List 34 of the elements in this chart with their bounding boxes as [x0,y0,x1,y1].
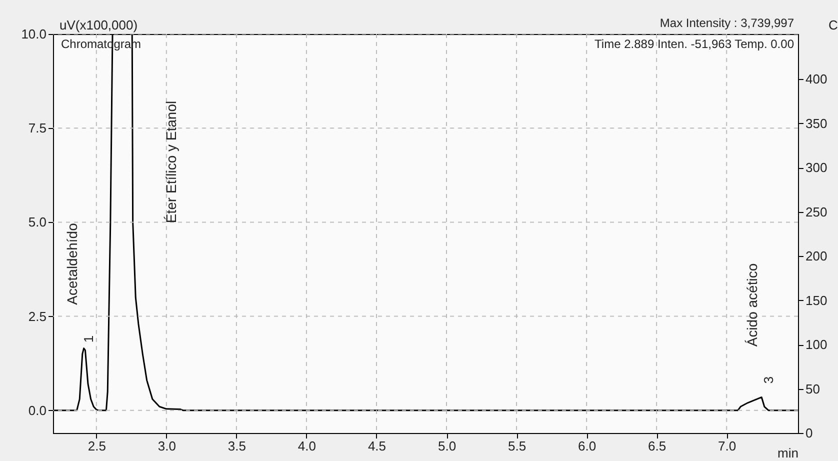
y-tick-label: 5.0 [28,214,46,230]
x-tick-label: 4.5 [368,438,386,454]
x-tick-label: 4.0 [298,438,316,454]
annotation: Time 2.889 Inten. -51,963 Temp. 0.00 [594,37,794,51]
y-axis-title: uV(x100,000) [60,18,138,32]
annotation: Éter Etílico y Etanol [163,100,179,224]
annotation: 3 [761,376,776,384]
y2-tick-label: 250 [806,204,828,220]
y2-tick-label: 50 [806,381,820,396]
x-tick-label: 7.0 [718,438,736,454]
annotation: 1 [81,335,96,343]
y2-axis-title: C [828,18,838,32]
y-tick-label: 10.0 [21,26,46,42]
x-tick-label: 3.5 [228,438,246,454]
y-tick-label: 0.0 [28,402,46,418]
y2-tick-label: 400 [806,72,828,87]
y2-tick-label: 150 [806,292,828,308]
x-tick-label: 5.0 [438,438,456,454]
annotation: Acetaldehído [64,222,80,305]
y2-tick-label: 200 [806,248,828,264]
annotation: Ácido acético [744,263,760,347]
text: Max Intensity : 3,739,997 [660,16,794,30]
x-tick-label: 3.0 [158,438,176,454]
y-tick-label: 7.5 [28,120,46,136]
x-tick-label: 2.5 [88,438,106,454]
y2-tick-label: 350 [806,116,828,131]
y2-tick-label: 0 [806,426,813,440]
x-tick-label: 5.5 [508,438,526,454]
x-tick-label: 6.0 [578,438,596,454]
y2-tick-label: 300 [806,160,828,176]
y2-tick-label: 100 [806,337,828,352]
x-axis-title: min [778,446,798,460]
y-tick-label: 2.5 [28,308,46,324]
x-tick-label: 6.5 [648,438,666,454]
